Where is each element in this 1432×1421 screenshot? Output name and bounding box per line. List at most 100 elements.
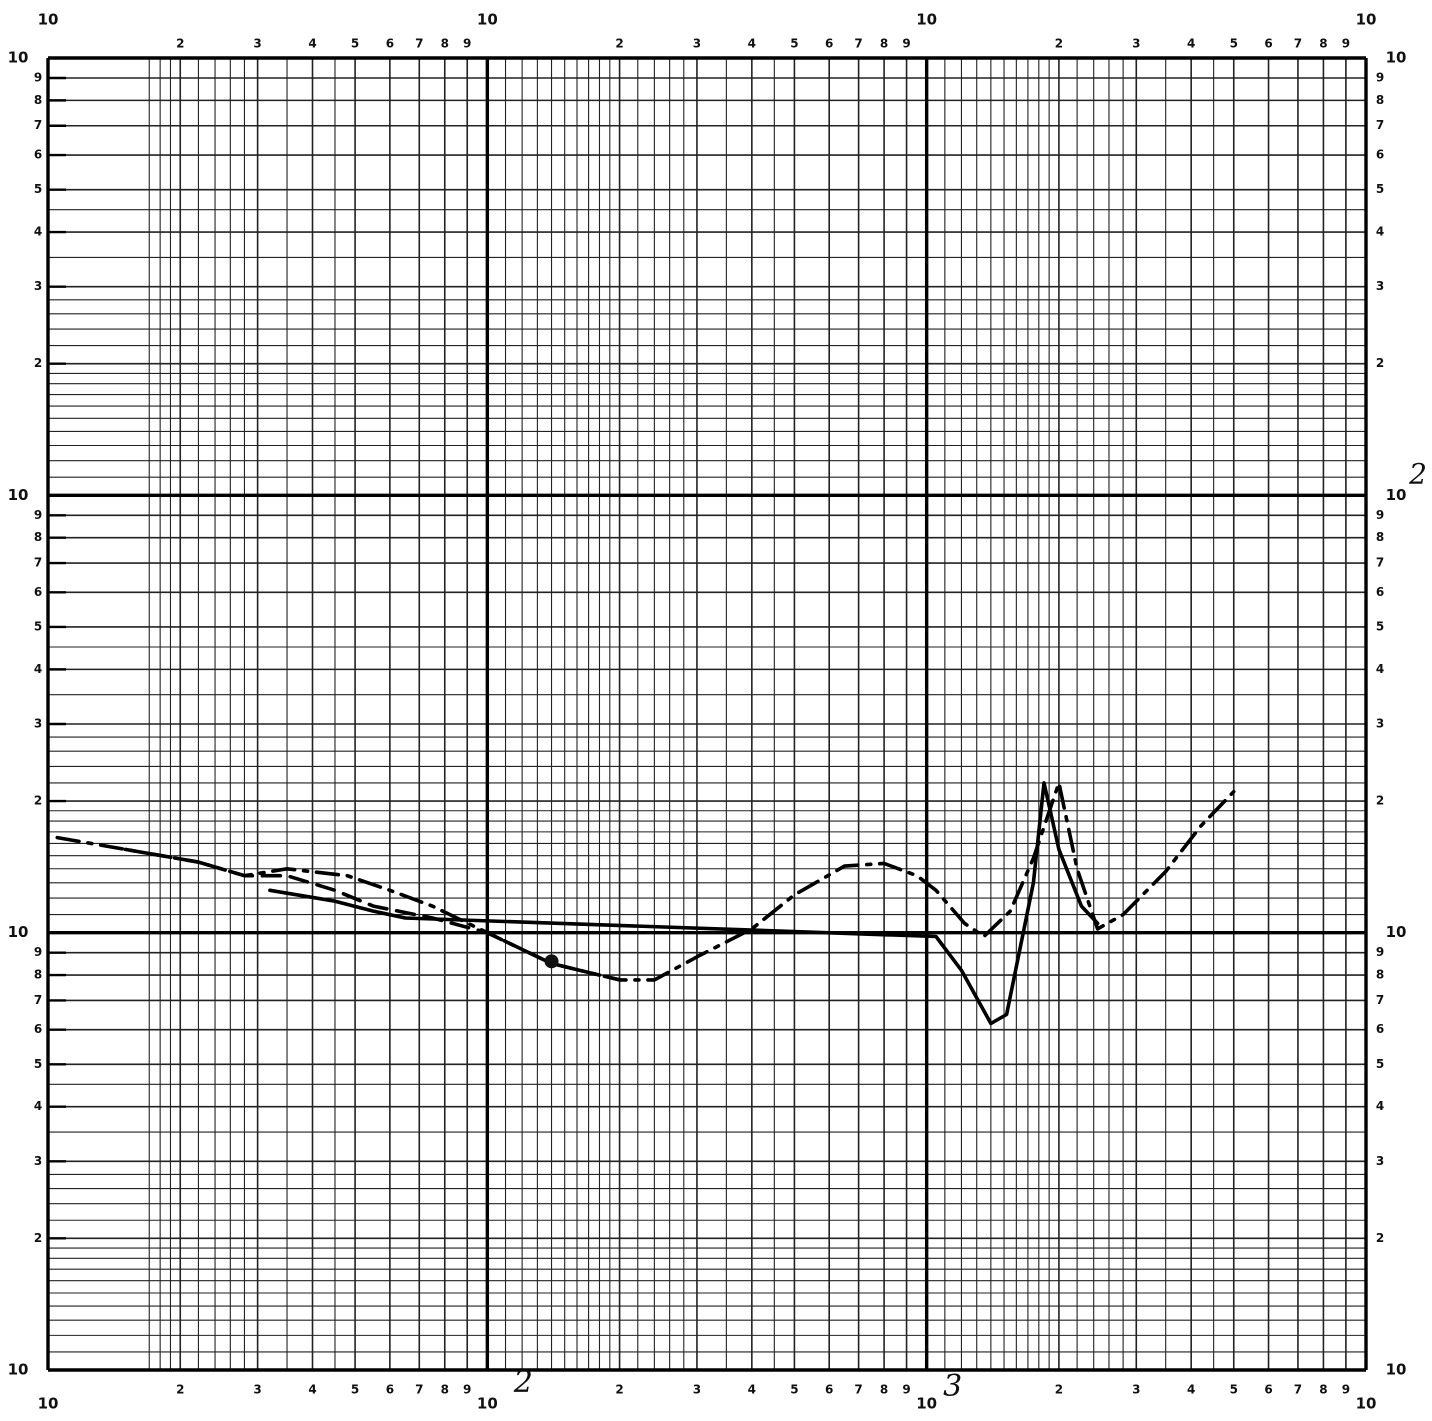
x-major-label-top: 10 (1356, 11, 1377, 29)
y-tick-label-right: 9 (1376, 945, 1384, 959)
x-tick-label-top: 7 (1294, 37, 1302, 51)
x-tick-label-bottom: 5 (1230, 1383, 1238, 1397)
x-tick-label-top: 3 (1132, 37, 1140, 51)
series-line-3 (268, 781, 1100, 1026)
y-tick-label-left: 3 (34, 717, 42, 731)
y-tick-label-left: 5 (34, 619, 42, 633)
y-tick-label-right: 5 (1376, 619, 1384, 633)
x-tick-label-top: 7 (415, 37, 423, 51)
x-tick-label-top: 6 (1264, 37, 1272, 51)
x-tick-label-top: 8 (441, 37, 449, 51)
x-tick-label-bottom: 5 (790, 1383, 798, 1397)
x-tick-label-bottom: 6 (386, 1383, 394, 1397)
y-tick-label-left: 2 (34, 1231, 42, 1245)
x-major-label-bottom: 10 (916, 1395, 937, 1413)
series-layer (55, 781, 1236, 1026)
x-tick-label-top: 4 (748, 37, 756, 51)
y-tick-label-left: 4 (34, 662, 42, 676)
x-tick-label-top: 9 (902, 37, 910, 51)
handwritten-exponent-3: 3 (943, 1369, 962, 1404)
x-tick-label-top: 6 (386, 37, 394, 51)
y-major-label-right: 10 (1386, 49, 1407, 67)
y-tick-label-right: 3 (1376, 717, 1384, 731)
y-tick-label-right: 9 (1376, 508, 1384, 522)
x-major-label-top: 10 (916, 11, 937, 29)
x-tick-label-bottom: 3 (253, 1383, 261, 1397)
y-tick-label-left: 9 (34, 508, 42, 522)
y-tick-label-left: 6 (34, 585, 42, 599)
x-tick-label-top: 4 (308, 37, 316, 51)
y-tick-label-left: 8 (34, 530, 42, 544)
x-tick-label-top: 3 (253, 37, 261, 51)
x-tick-label-bottom: 9 (902, 1383, 910, 1397)
y-tick-label-left: 4 (34, 225, 42, 239)
x-tick-label-bottom: 8 (441, 1383, 449, 1397)
x-major-label-top: 10 (38, 11, 59, 29)
x-major-label-bottom: 10 (38, 1395, 59, 1413)
y-tick-label-right: 7 (1376, 118, 1384, 132)
x-tick-label-top: 9 (1342, 37, 1350, 51)
y-tick-label-left: 9 (34, 945, 42, 959)
y-tick-label-left: 3 (34, 1154, 42, 1168)
handwritten-labels: 2 3 2 (513, 457, 1427, 1404)
x-tick-label-top: 8 (1319, 37, 1327, 51)
y-tick-label-right: 4 (1376, 1099, 1384, 1113)
y-tick-label-right: 4 (1376, 662, 1384, 676)
x-tick-label-top: 7 (854, 37, 862, 51)
x-tick-label-bottom: 6 (1264, 1383, 1272, 1397)
y-tick-label-right: 8 (1376, 530, 1384, 544)
y-tick-label-left: 5 (34, 182, 42, 196)
y-tick-label-left: 7 (34, 993, 42, 1007)
y-major-label-left: 10 (8, 923, 29, 941)
y-tick-label-right: 5 (1376, 182, 1384, 196)
grid-major (46, 56, 1368, 1372)
x-tick-label-bottom: 9 (1342, 1383, 1350, 1397)
y-tick-label-right: 6 (1376, 148, 1384, 162)
marker-layer (544, 954, 559, 969)
y-tick-label-right: 4 (1376, 225, 1384, 239)
y-tick-label-right: 3 (1376, 279, 1384, 293)
x-tick-label-top: 8 (880, 37, 888, 51)
x-tick-label-bottom: 6 (825, 1383, 833, 1397)
y-tick-label-left: 7 (34, 118, 42, 132)
y-tick-label-left: 8 (34, 968, 42, 982)
y-tick-label-left: 2 (34, 794, 42, 808)
x-tick-label-top: 2 (615, 37, 623, 51)
y-tick-label-left: 2 (34, 356, 42, 370)
y-tick-label-right: 9 (1376, 71, 1384, 85)
y-tick-label-left: 6 (34, 1022, 42, 1036)
x-tick-label-bottom: 3 (693, 1383, 701, 1397)
x-tick-label-bottom: 3 (1132, 1383, 1140, 1397)
x-major-label-top: 10 (477, 11, 498, 29)
x-tick-label-bottom: 8 (1319, 1383, 1327, 1397)
x-tick-label-top: 6 (825, 37, 833, 51)
x-tick-label-top: 3 (693, 37, 701, 51)
y-tick-label-right: 8 (1376, 968, 1384, 982)
x-tick-label-top: 2 (176, 37, 184, 51)
x-tick-label-bottom: 2 (615, 1383, 623, 1397)
x-major-label-bottom: 10 (1356, 1395, 1377, 1413)
x-tick-label-bottom: 7 (1294, 1383, 1302, 1397)
y-major-label-left: 10 (8, 486, 29, 504)
x-tick-label-top: 5 (790, 37, 798, 51)
y-tick-label-right: 6 (1376, 585, 1384, 599)
y-tick-label-left: 3 (34, 279, 42, 293)
y-major-label-left: 10 (8, 1361, 29, 1379)
y-major-label-right: 10 (1386, 486, 1407, 504)
data-marker (544, 954, 559, 969)
y-major-label-right: 10 (1386, 1361, 1407, 1379)
x-tick-label-top: 5 (351, 37, 359, 51)
grid-minor (48, 58, 1366, 1370)
y-tick-label-left: 6 (34, 148, 42, 162)
handwritten-right-label: 2 (1408, 457, 1427, 490)
y-tick-label-left: 8 (34, 93, 42, 107)
x-tick-label-bottom: 4 (1187, 1383, 1195, 1397)
y-major-label-left: 10 (8, 49, 29, 67)
y-tick-label-right: 5 (1376, 1057, 1384, 1071)
y-tick-label-right: 6 (1376, 1022, 1384, 1036)
handwritten-exponent-2: 2 (513, 1365, 533, 1400)
y-tick-label-left: 5 (34, 1057, 42, 1071)
y-tick-label-left: 7 (34, 556, 42, 570)
y-tick-label-right: 3 (1376, 1154, 1384, 1168)
